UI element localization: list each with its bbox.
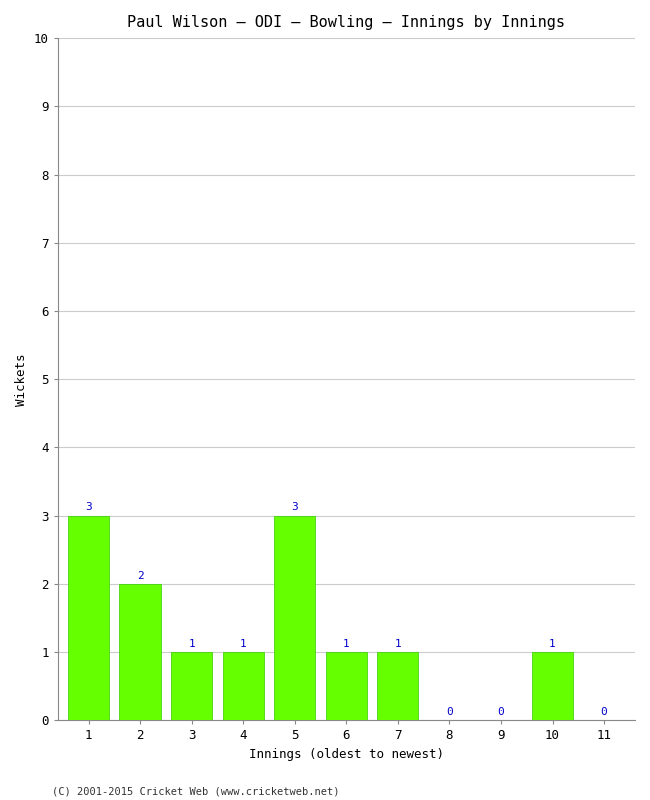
- Text: 1: 1: [549, 638, 556, 649]
- Bar: [68, 516, 109, 721]
- Bar: [532, 652, 573, 721]
- Text: 2: 2: [136, 570, 144, 581]
- Text: 1: 1: [240, 638, 246, 649]
- Bar: [222, 652, 264, 721]
- Bar: [326, 652, 367, 721]
- Bar: [120, 584, 161, 721]
- Text: 1: 1: [188, 638, 195, 649]
- Text: 0: 0: [498, 707, 504, 717]
- Text: 3: 3: [291, 502, 298, 512]
- Text: 3: 3: [85, 502, 92, 512]
- Text: 1: 1: [343, 638, 350, 649]
- Bar: [377, 652, 419, 721]
- Title: Paul Wilson – ODI – Bowling – Innings by Innings: Paul Wilson – ODI – Bowling – Innings by…: [127, 15, 566, 30]
- Text: 1: 1: [395, 638, 401, 649]
- Bar: [171, 652, 213, 721]
- X-axis label: Innings (oldest to newest): Innings (oldest to newest): [249, 748, 444, 761]
- Text: (C) 2001-2015 Cricket Web (www.cricketweb.net): (C) 2001-2015 Cricket Web (www.cricketwe…: [52, 786, 339, 796]
- Text: 0: 0: [601, 707, 608, 717]
- Text: 0: 0: [446, 707, 453, 717]
- Bar: [274, 516, 315, 721]
- Y-axis label: Wickets: Wickets: [15, 353, 28, 406]
